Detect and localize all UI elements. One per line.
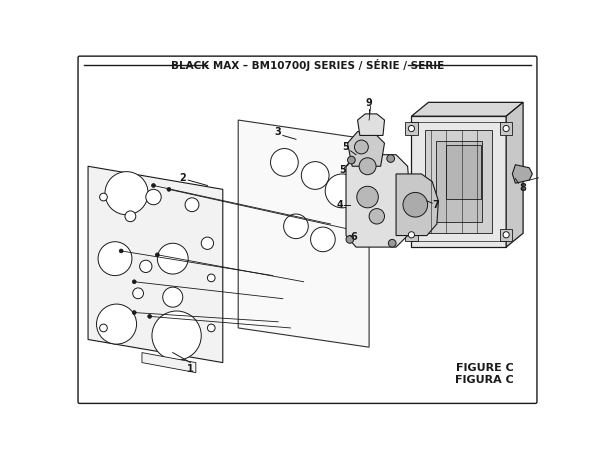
Text: 5: 5 [339,165,346,175]
Polygon shape [358,114,385,136]
Circle shape [347,156,355,164]
Polygon shape [412,102,523,116]
Circle shape [201,237,214,249]
Polygon shape [142,353,196,373]
Circle shape [301,162,329,189]
Circle shape [148,314,152,318]
Circle shape [208,274,215,282]
Polygon shape [88,166,223,363]
Bar [405,228,418,241]
Circle shape [208,324,215,332]
Text: 8: 8 [520,183,527,193]
Circle shape [152,311,201,360]
Polygon shape [396,174,439,236]
Circle shape [133,311,136,314]
Circle shape [152,183,155,187]
Circle shape [284,214,308,238]
Polygon shape [412,116,506,247]
Text: 3: 3 [275,126,281,136]
Bar [446,145,481,198]
Circle shape [125,211,136,222]
Circle shape [359,158,376,175]
Circle shape [140,260,152,273]
Circle shape [100,324,107,332]
Circle shape [403,192,428,217]
Circle shape [409,232,415,238]
Circle shape [388,239,396,247]
Circle shape [346,236,354,243]
Text: 4: 4 [337,200,343,210]
Text: FIGURA C: FIGURA C [455,374,514,384]
Circle shape [163,287,183,307]
Circle shape [100,193,107,201]
Circle shape [185,198,199,212]
Circle shape [133,280,136,283]
Circle shape [355,140,368,154]
Bar [405,122,418,135]
Circle shape [133,288,143,298]
Text: 5: 5 [343,142,349,152]
Text: 6: 6 [350,232,357,242]
Text: 9: 9 [366,98,373,108]
Polygon shape [346,155,412,247]
Polygon shape [436,141,482,222]
Text: 1: 1 [187,364,194,374]
Circle shape [387,155,395,162]
Bar [500,122,512,135]
Text: BLACK MAX – BM10700J SERIES / SÉRIE / SERIE: BLACK MAX – BM10700J SERIES / SÉRIE / SE… [171,60,444,71]
Circle shape [503,232,509,238]
Circle shape [119,249,123,253]
Circle shape [155,253,159,257]
Circle shape [97,304,137,344]
Polygon shape [238,120,369,347]
Circle shape [503,126,509,131]
Bar [500,228,512,241]
Text: FIGURE C: FIGURE C [456,363,514,373]
Text: 2: 2 [179,173,186,183]
Circle shape [98,242,132,276]
Polygon shape [506,102,523,247]
Circle shape [146,189,161,205]
Polygon shape [347,131,385,166]
Circle shape [357,186,379,208]
Circle shape [409,126,415,131]
Polygon shape [425,130,493,233]
Circle shape [311,227,335,252]
Circle shape [105,172,148,215]
Circle shape [271,148,298,176]
Polygon shape [512,165,532,183]
Circle shape [369,208,385,224]
Circle shape [157,243,188,274]
Text: 7: 7 [432,200,439,210]
Circle shape [167,187,171,191]
Circle shape [325,174,359,208]
